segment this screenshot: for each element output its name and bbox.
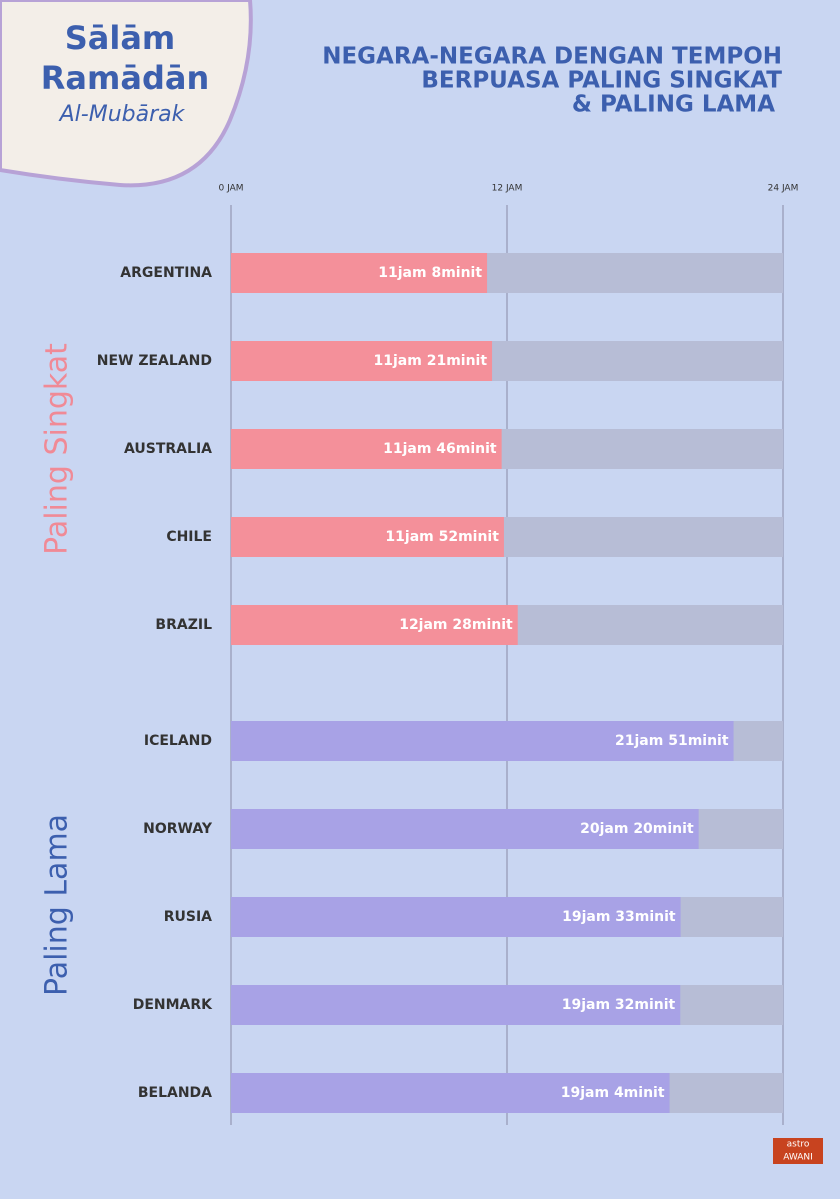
logo-text: AWANI bbox=[783, 1153, 813, 1163]
value-label: 19jam 32minit bbox=[562, 997, 676, 1013]
category-label: NORWAY bbox=[143, 821, 213, 837]
bar bbox=[231, 721, 734, 761]
greeting: Al-Mubārak bbox=[58, 102, 186, 127]
bar bbox=[231, 341, 493, 381]
greeting: Sālām bbox=[65, 19, 176, 57]
value-label: 11jam 8minit bbox=[378, 265, 482, 281]
bar bbox=[231, 517, 504, 557]
value-label: 11jam 46minit bbox=[383, 441, 497, 457]
category-label: NEW ZEALAND bbox=[97, 353, 212, 369]
x-tick-label: 12 JAM bbox=[492, 184, 523, 194]
bar bbox=[231, 985, 681, 1025]
logo-box bbox=[773, 1138, 823, 1164]
category-label: DENMARK bbox=[133, 997, 213, 1013]
logo-text: astro bbox=[787, 1140, 810, 1150]
chart-title: & PALING LAMA bbox=[572, 92, 775, 118]
value-label: 11jam 21minit bbox=[374, 353, 488, 369]
category-label: CHILE bbox=[166, 529, 212, 545]
category-label: ICELAND bbox=[144, 733, 212, 749]
bar bbox=[231, 429, 502, 469]
bar bbox=[231, 897, 681, 937]
x-tick-label: 24 JAM bbox=[768, 184, 799, 194]
value-label: 19jam 4minit bbox=[561, 1085, 665, 1101]
chart-title: NEGARA-NEGARA DENGAN TEMPOH bbox=[322, 44, 782, 70]
group-label: Paling Lama bbox=[40, 814, 75, 996]
category-label: BELANDA bbox=[138, 1085, 212, 1101]
chart-title: BERPUASA PALING SINGKAT bbox=[421, 68, 782, 94]
greeting: Ramādān bbox=[41, 59, 209, 97]
category-label: AUSTRALIA bbox=[124, 441, 212, 457]
bar bbox=[231, 1073, 670, 1113]
x-tick-label: 0 JAM bbox=[218, 184, 243, 194]
bar bbox=[231, 809, 699, 849]
bar bbox=[231, 605, 518, 645]
value-label: 20jam 20minit bbox=[580, 821, 694, 837]
category-label: ARGENTINA bbox=[120, 265, 212, 281]
group-label: Paling Singkat bbox=[40, 343, 75, 555]
category-label: RUSIA bbox=[164, 909, 212, 925]
value-label: 19jam 33minit bbox=[562, 909, 676, 925]
category-label: BRAZIL bbox=[155, 617, 212, 633]
badge-shape bbox=[0, 0, 253, 188]
value-label: 12jam 28minit bbox=[399, 617, 513, 633]
bar bbox=[231, 253, 488, 293]
value-label: 11jam 52minit bbox=[385, 529, 499, 545]
value-label: 21jam 51minit bbox=[615, 733, 729, 749]
